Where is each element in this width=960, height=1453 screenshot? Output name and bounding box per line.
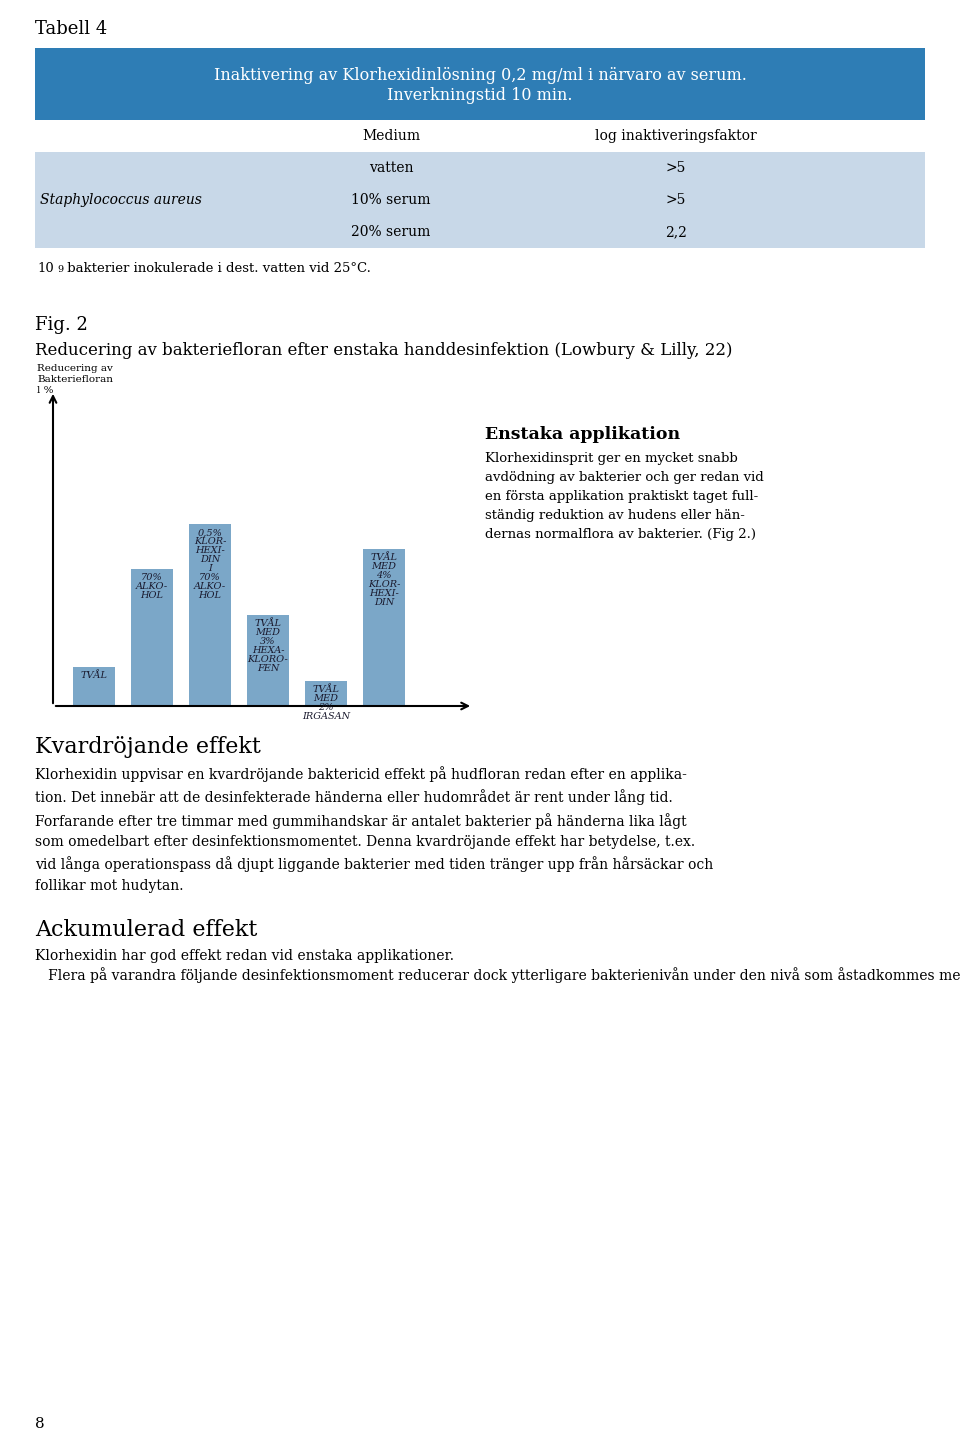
Bar [35,153,925,248]
Text: MED: MED [255,628,280,638]
Text: l %: l % [37,386,54,395]
Text: TVÅL: TVÅL [313,686,340,695]
Text: >5: >5 [665,161,686,174]
Bar [247,615,289,706]
Text: DIN: DIN [373,597,395,607]
Text: 2%: 2% [319,703,334,712]
Bar [363,549,405,706]
Text: Inverkningstid 10 min.: Inverkningstid 10 min. [387,87,573,105]
Text: Enstaka applikation: Enstaka applikation [485,426,680,443]
Text: Staphylococcus aureus: Staphylococcus aureus [40,193,202,206]
Text: 70%: 70% [141,572,163,583]
Text: Flera på varandra följande desinfektionsmoment reducerar dock ytterligare bakter: Flera på varandra följande desinfektions… [35,968,960,982]
Bar [189,525,231,706]
Bar [305,681,347,706]
Text: ALKO-: ALKO- [136,583,168,591]
Text: Klorhexidin har god effekt redan vid enstaka applikationer.: Klorhexidin har god effekt redan vid ens… [35,949,454,963]
Bar [35,48,925,121]
Text: Fig. 2: Fig. 2 [35,315,88,334]
Text: ALKO-: ALKO- [194,583,226,591]
Text: TVÅL: TVÅL [371,554,397,562]
Text: Reducering av bakteriefloran efter enstaka handdesinfektion (Lowbury & Lilly, 22: Reducering av bakteriefloran efter ensta… [35,341,732,359]
Text: Klorhexidin uppvisar en kvardröjande baktericid effekt på hudfloran redan efter : Klorhexidin uppvisar en kvardröjande bak… [35,766,713,892]
Text: 10% serum: 10% serum [351,193,431,206]
Text: Medium: Medium [362,129,420,142]
Text: vatten: vatten [369,161,413,174]
Text: 2,2: 2,2 [665,225,686,238]
Text: 10: 10 [37,262,54,275]
Text: IRGASAN: IRGASAN [302,712,350,722]
Text: Inaktivering av Klorhexidinlösning 0,2 mg/ml i närvaro av serum.: Inaktivering av Klorhexidinlösning 0,2 m… [213,67,747,84]
Text: Kvardröjande effekt: Kvardröjande effekt [35,737,261,758]
Text: Klorhexidinsprit ger en mycket snabb
avdödning av bakterier och ger redan vid
en: Klorhexidinsprit ger en mycket snabb avd… [485,452,764,541]
Text: HOL: HOL [199,591,222,600]
Text: HEXI-: HEXI- [370,588,398,597]
Text: HOL: HOL [140,591,163,600]
Text: DIN: DIN [200,555,220,564]
Text: log inaktiveringsfaktor: log inaktiveringsfaktor [595,129,756,142]
Text: Bakteriefloran: Bakteriefloran [37,375,113,384]
Text: KLOR-: KLOR- [368,580,400,588]
Text: 9: 9 [57,264,63,275]
Text: 70%: 70% [199,574,221,583]
Text: 3%: 3% [260,638,276,647]
Text: 4%: 4% [376,571,392,580]
Text: Ackumulerad effekt: Ackumulerad effekt [35,918,257,942]
Text: 20% serum: 20% serum [351,225,431,238]
Text: HEXA-: HEXA- [252,647,284,655]
Text: I: I [208,564,212,574]
Bar [73,667,115,706]
Bar [131,570,173,706]
Text: HEXI-: HEXI- [195,546,225,555]
Text: Tabell 4: Tabell 4 [35,20,108,38]
Text: Reducering av: Reducering av [37,365,113,373]
Text: >5: >5 [665,193,686,206]
Text: KLORO-: KLORO- [248,655,288,664]
Text: MED: MED [372,562,396,571]
Text: bakterier inokulerade i dest. vatten vid 25°C.: bakterier inokulerade i dest. vatten vid… [63,262,371,275]
Text: TVÅL: TVÅL [81,671,108,680]
Text: MED: MED [314,695,339,703]
Text: 8: 8 [35,1417,44,1431]
Text: 0,5%: 0,5% [198,529,223,538]
Text: TVÅL: TVÅL [254,619,281,628]
Text: FEN: FEN [257,664,279,673]
Text: KLOR-: KLOR- [194,538,227,546]
